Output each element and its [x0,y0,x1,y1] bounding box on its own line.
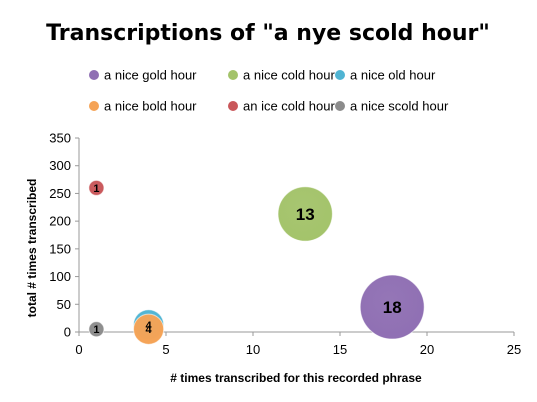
legend-item: a nice gold hour [89,68,197,83]
bubble-data-label: 4 [146,324,153,336]
chart-title: Transcriptions of "a nye scold hour" [46,21,490,46]
bubble-data-label: 4 [146,320,153,332]
y-tick-label: 0 [64,325,71,340]
x-ticks: 0 5 10 15 20 25 [75,332,521,357]
legend-marker [335,101,345,111]
legend-label: a nice gold hour [104,68,197,83]
y-ticks: 0 50 100 150 200 250 300 350 [49,131,79,340]
axes: 0 5 10 15 20 25 0 50 100 150 200 250 300 350 [49,131,521,358]
legend-item: a nice bold hour [89,99,197,114]
bubble-point [88,321,105,338]
legend-label: a nice scold hour [350,99,449,114]
bubble-point [277,186,333,242]
bubble-data-label: 18 [383,298,402,317]
legend-marker [228,101,238,111]
x-tick-label: 25 [507,342,521,357]
y-tick-label: 250 [49,186,71,201]
legend-label: a nice bold hour [104,99,197,114]
legend-label: a nice cold hour [243,68,335,83]
legend-marker [89,101,99,111]
x-tick-label: 20 [420,342,434,357]
y-tick-label: 150 [49,241,71,256]
x-tick-label: 0 [75,342,82,357]
bubble-data-label: 1 [93,324,99,336]
x-tick-label: 15 [333,342,347,357]
legend: a nice gold hour a nice cold hour a nice o… [89,68,449,114]
y-tick-label: 300 [49,158,71,173]
bubble-point [88,179,105,196]
legend-label: a nice old hour [350,68,436,83]
x-axis-title: # times transcribed for this recorded ph… [170,371,422,385]
bubble-data-label: 13 [296,205,315,224]
legend-item: a nice cold hour [228,68,335,83]
legend-item: a nice scold hour [335,99,449,114]
y-tick-label: 100 [49,269,71,284]
legend-marker [335,70,345,80]
bubble-point [133,313,165,345]
y-tick-label: 50 [57,297,71,312]
bubbles: 18 13 44 1 1 [88,179,425,345]
bubble-data-label: 1 [93,183,99,195]
y-tick-label: 350 [49,131,71,146]
y-axis-title: total # times transcribed [25,179,39,318]
legend-marker [228,70,238,80]
legend-marker [89,70,99,80]
legend-item: a nice old hour [335,68,436,83]
legend-item: an ice cold hour [228,99,335,114]
y-tick-label: 200 [49,214,71,229]
x-tick-label: 10 [246,342,260,357]
bubble-point [359,274,425,340]
legend-label: an ice cold hour [243,99,335,114]
x-tick-label: 5 [162,342,169,357]
